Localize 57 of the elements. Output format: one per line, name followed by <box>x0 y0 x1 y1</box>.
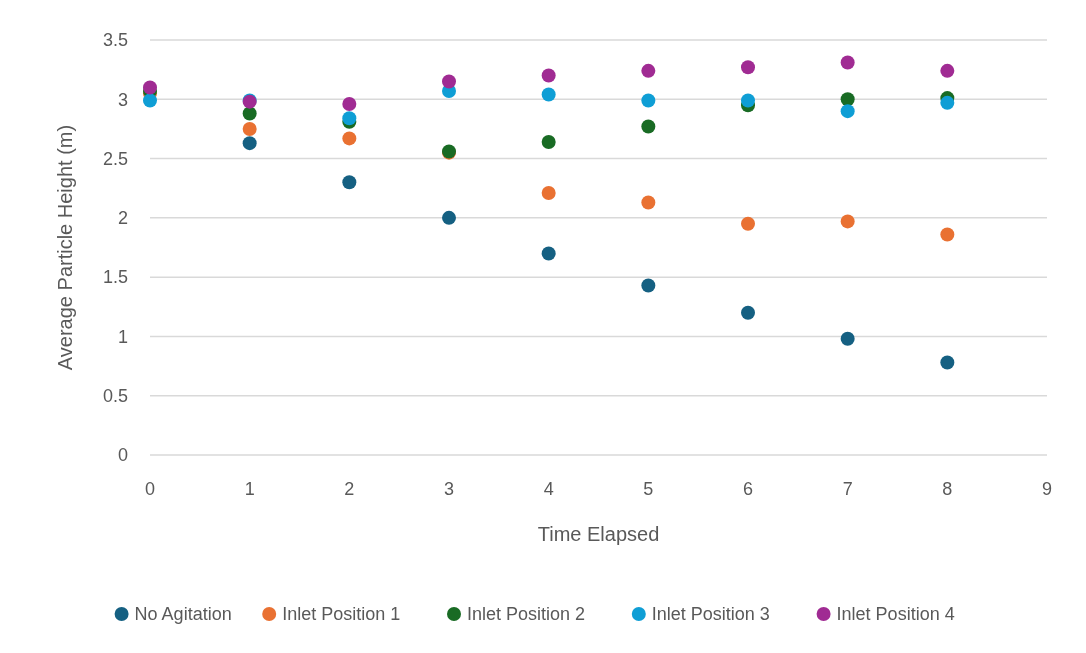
y-tick-label: 2 <box>117 208 128 229</box>
y-tick-label: 3.5 <box>102 30 128 51</box>
point <box>541 87 556 102</box>
x-tick-label: 8 <box>942 479 953 499</box>
point <box>442 74 456 89</box>
x-tick-label: 2 <box>344 479 355 499</box>
x-tick-label: 1 <box>244 479 255 499</box>
point <box>641 119 656 134</box>
point <box>442 210 456 225</box>
y-axis-title: Average Particle Height (m) <box>54 124 76 371</box>
y-tick-label: 1 <box>117 326 128 347</box>
x-tick-label: 3 <box>443 479 455 499</box>
y-tick-label: 2.5 <box>102 148 128 169</box>
x-tick-label: 9 <box>1041 479 1053 499</box>
point <box>242 106 257 121</box>
point <box>641 93 656 108</box>
point <box>741 216 755 231</box>
x-tick-label: 4 <box>543 479 554 499</box>
x-tick-label: 7 <box>842 479 853 499</box>
legend-label: Inlet Position 4 <box>836 604 955 625</box>
point <box>143 93 157 108</box>
point <box>541 246 556 261</box>
point <box>940 227 955 242</box>
point <box>840 92 855 107</box>
point <box>940 95 955 110</box>
point <box>242 121 257 136</box>
y-tick-label: 1.5 <box>102 267 128 288</box>
point <box>541 134 556 149</box>
point <box>940 355 955 370</box>
point <box>342 131 357 146</box>
point <box>541 68 556 83</box>
point <box>741 60 755 75</box>
x-axis-title: Time Elapsed <box>537 523 660 545</box>
legend-label: Inlet Position 2 <box>467 604 586 625</box>
point <box>641 278 656 293</box>
point <box>342 97 357 112</box>
x-tick-label: 5 <box>643 479 654 499</box>
x-tick-label: 6 <box>742 479 754 499</box>
point <box>741 93 755 108</box>
point <box>541 185 556 200</box>
y-tick-label: 0 <box>117 445 128 466</box>
y-tick-label: 3 <box>117 89 128 110</box>
y-tick-label: 0.5 <box>102 386 128 407</box>
point <box>641 63 656 78</box>
point <box>940 63 955 78</box>
legend-label: No Agitation <box>134 604 232 625</box>
point <box>242 136 257 151</box>
legend-label: Inlet Position 1 <box>282 604 401 625</box>
point <box>840 55 855 70</box>
point <box>641 195 656 210</box>
point <box>840 331 855 346</box>
x-tick-label: 0 <box>144 479 156 499</box>
point <box>840 104 855 119</box>
legend-label: Inlet Position 3 <box>651 604 770 625</box>
point <box>741 305 755 320</box>
point <box>840 214 855 229</box>
point <box>342 175 357 190</box>
